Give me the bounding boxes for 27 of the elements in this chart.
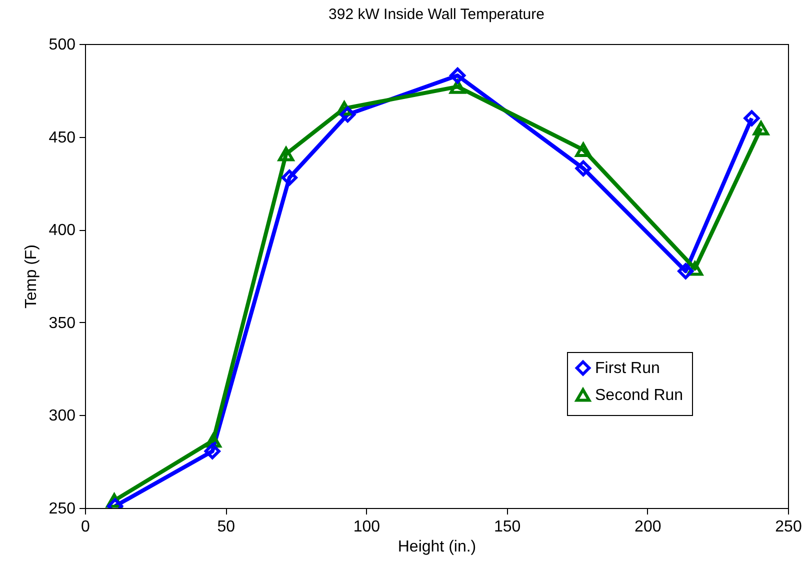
- point: [744, 110, 760, 126]
- x-tick-label: 100: [353, 518, 380, 536]
- point: [204, 443, 220, 460]
- y-tick-label: 350: [48, 314, 76, 332]
- point: [678, 263, 694, 280]
- x-tick-label: 250: [775, 518, 802, 536]
- legend-label: First Run: [595, 360, 660, 377]
- x-tick-label: 0: [81, 518, 90, 536]
- chart-title: 392 kW Inside Wall Temperature: [328, 6, 544, 23]
- point: [450, 68, 466, 84]
- point: [278, 146, 294, 162]
- legend-label: Second Run: [595, 387, 684, 404]
- y-tick-label: 400: [48, 222, 76, 240]
- y-tick-label: 450: [48, 129, 76, 146]
- y-tick-label: 300: [48, 408, 76, 425]
- x-tick-label: 200: [634, 518, 662, 536]
- point: [340, 106, 356, 123]
- x-tick-label: 50: [217, 518, 236, 536]
- point: [575, 142, 592, 157]
- y-tick-label: 250: [48, 500, 76, 518]
- point: [752, 121, 770, 136]
- x-axis-title: Height (in.): [398, 538, 476, 556]
- point: [575, 160, 592, 176]
- point: [281, 170, 298, 186]
- x-tick-label: 150: [494, 518, 521, 536]
- y-tick-label: 500: [48, 36, 76, 54]
- y-axis-title: Temp (F): [22, 244, 40, 308]
